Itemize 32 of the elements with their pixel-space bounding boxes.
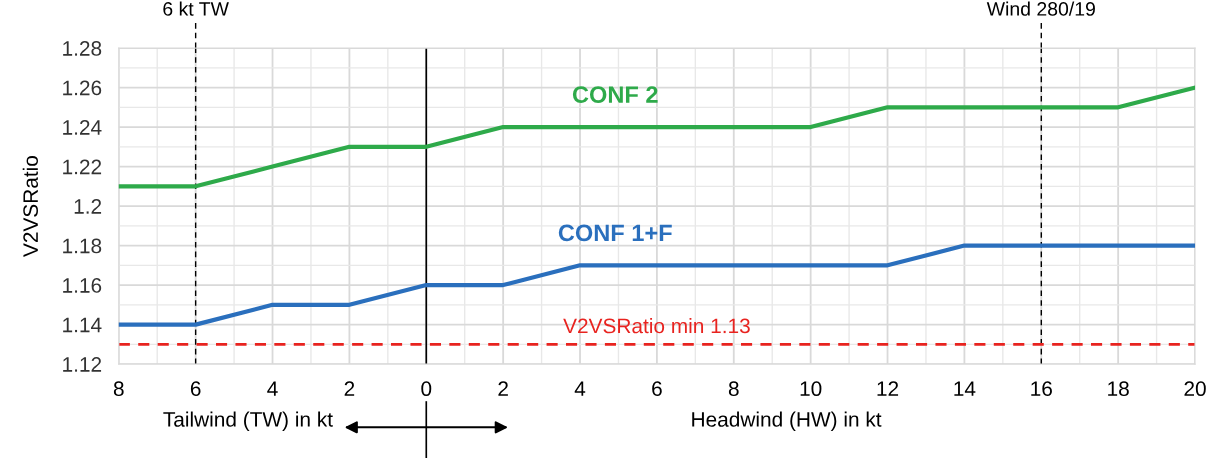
y-tick-label: 1.28 — [63, 41, 102, 56]
x-tick-label: 0 — [421, 381, 432, 397]
ref-line-label: Wind 280/19 — [986, 1, 1095, 16]
x-tick-label: 6 — [190, 381, 201, 397]
x-tick-label: 8 — [113, 381, 124, 397]
series-label: CONF 2 — [572, 86, 658, 103]
y-tick-label: 1.22 — [63, 159, 102, 175]
x-tick-label: 14 — [954, 381, 976, 396]
x-tick-label: 2 — [344, 381, 355, 396]
text: Headwind (HW) in kt — [692, 411, 882, 431]
y-tick-label: 1.18 — [63, 238, 102, 254]
x-tick-label: 6 — [652, 381, 662, 397]
ref-line-label: 6 kt TW — [163, 1, 229, 16]
text: Tailwind (TW) in kt — [163, 411, 333, 431]
y-tick-label: 1.16 — [63, 278, 102, 293]
x-tick-label: 4 — [267, 381, 278, 396]
series-label: CONF 1+F — [558, 224, 672, 242]
x-tick-label: 2 — [498, 381, 508, 396]
x-tick-label: 10 — [800, 381, 822, 397]
y-tick-label: 1.2 — [74, 199, 102, 214]
y-axis-title: V2VSRatio — [22, 156, 38, 257]
x-tick-label: 18 — [1108, 381, 1129, 397]
x-tick-label: 16 — [1031, 381, 1052, 397]
y-tick-label: 1.14 — [63, 317, 102, 333]
x-tick-label: 8 — [728, 381, 739, 397]
y-tick-label: 1.26 — [63, 80, 102, 96]
x-tick-label: 20 — [1184, 381, 1206, 397]
y-tick-label: 1.24 — [63, 120, 102, 135]
ref-line-label: V2VSRatio min 1.13 — [563, 317, 750, 334]
y-tick-label: 1.12 — [63, 357, 102, 372]
x-tick-label: 4 — [574, 381, 586, 396]
x-tick-label: 12 — [877, 381, 899, 396]
